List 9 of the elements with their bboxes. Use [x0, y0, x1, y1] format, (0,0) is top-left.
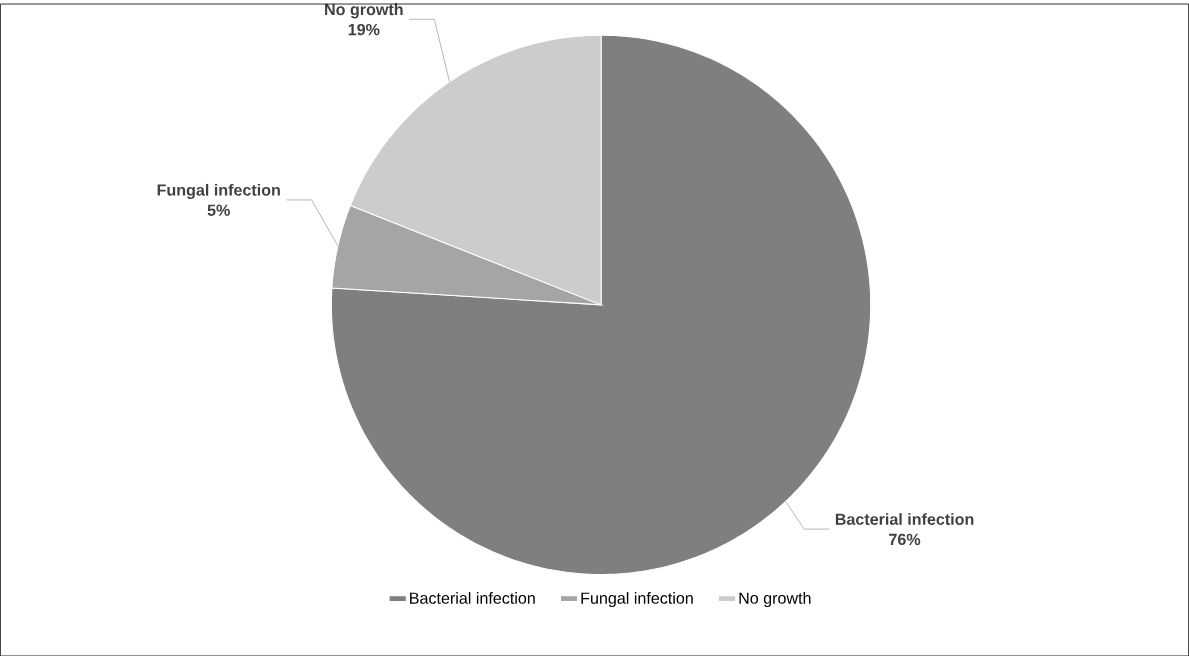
data-label: 76% — [889, 533, 921, 545]
data-label: 5% — [207, 204, 230, 216]
slice-label: Bacterial infection — [835, 512, 974, 525]
legend-label: Bacterial infection — [410, 591, 535, 604]
slice-label: No growth — [325, 3, 403, 19]
legend-label: Fungal infection — [581, 591, 693, 607]
data-label: 19% — [348, 23, 380, 36]
slice-label: Fungal infection — [157, 183, 280, 199]
legend-label: No growth — [739, 591, 811, 607]
